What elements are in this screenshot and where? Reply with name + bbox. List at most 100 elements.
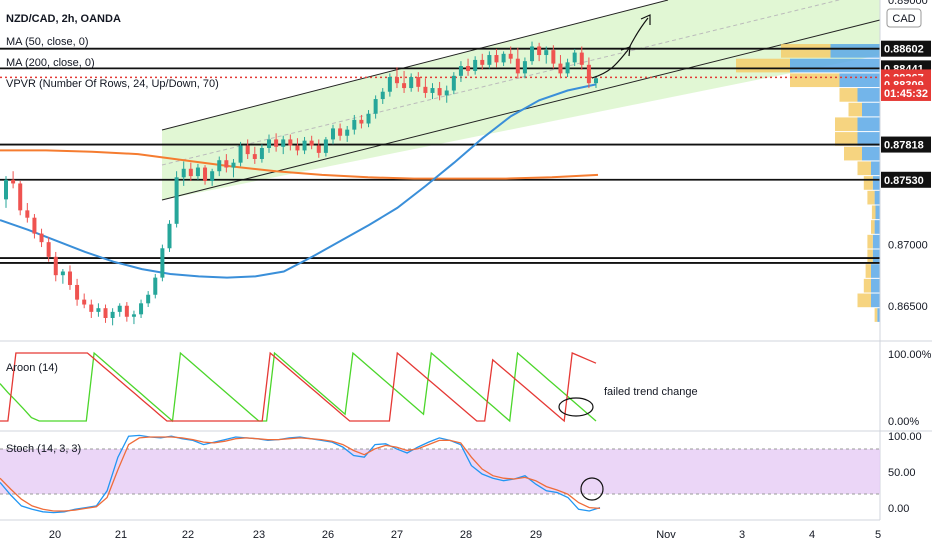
candle <box>245 139 250 159</box>
arrowhead-2 <box>640 14 651 25</box>
vp-row-up <box>872 249 880 264</box>
stoch-d-line <box>0 436 601 512</box>
symbol-title[interactable]: NZD/CAD, 2h, OANDA <box>6 13 121 25</box>
vp-row-down <box>863 278 871 293</box>
vp-row-down <box>857 161 871 176</box>
candle <box>146 291 151 307</box>
candle <box>295 138 300 156</box>
vp-row-down <box>736 58 790 73</box>
candle <box>409 73 414 92</box>
time-tick: 23 <box>253 529 265 541</box>
upper-channel-fill <box>162 0 880 200</box>
vp-row-down <box>867 190 875 205</box>
price-tag: 01:45:32 <box>881 84 931 101</box>
vp-row-down <box>867 249 873 264</box>
svg-text:01:45:32: 01:45:32 <box>884 88 928 100</box>
price-pane[interactable] <box>0 0 881 326</box>
vp-row-up <box>871 264 880 278</box>
candle <box>458 61 463 82</box>
time-tick: 5 <box>875 529 881 541</box>
indicator-ma50-label[interactable]: MA (50, close, 0) <box>6 36 89 48</box>
projection-arrow-2 <box>627 17 649 51</box>
stoch-tick-100: 100.00 <box>888 431 922 443</box>
time-axis-ticks: 20 21 22 23 26 27 28 29 Nov 3 4 5 <box>49 529 881 541</box>
vp-row-down <box>871 205 876 220</box>
vp-row-down <box>781 44 831 58</box>
candle <box>195 163 200 180</box>
stoch-title[interactable]: Stoch (14, 3, 3) <box>6 443 81 455</box>
svg-text:0.87530: 0.87530 <box>884 175 924 187</box>
candle <box>572 48 577 67</box>
vp-row-down <box>871 220 875 234</box>
candle <box>103 304 108 323</box>
candle <box>153 273 158 299</box>
candle <box>210 168 215 186</box>
aroon-circle-annotation <box>558 397 594 417</box>
vp-row-up <box>790 58 880 73</box>
candle <box>594 75 598 89</box>
time-tick: 4 <box>809 529 815 541</box>
candle <box>252 146 257 164</box>
vp-row-down <box>857 293 871 308</box>
candle <box>508 46 513 64</box>
vp-row-up <box>830 44 880 58</box>
currency-badge[interactable] <box>886 8 922 28</box>
channel-top-line <box>161 0 669 131</box>
candle <box>82 293 87 309</box>
price-tick: 0.89000 <box>888 0 928 7</box>
vp-row-down <box>863 176 873 190</box>
candle <box>131 310 136 325</box>
candle <box>551 45 556 69</box>
vp-row-up <box>872 176 880 190</box>
time-tick: 3 <box>739 529 745 541</box>
vp-row-up <box>877 308 880 322</box>
ma200-line <box>0 149 599 180</box>
candle <box>323 136 328 157</box>
time-tick: 28 <box>460 529 472 541</box>
aroon-tick-100: 100.00% <box>888 349 932 361</box>
stoch-circle-annotation <box>580 477 604 501</box>
candle <box>167 220 172 252</box>
candle <box>444 85 449 103</box>
candle <box>224 154 229 173</box>
vp-row-down <box>835 117 858 132</box>
stoch-k-line <box>0 434 601 514</box>
candle <box>32 214 37 239</box>
candle <box>274 133 279 152</box>
candle <box>544 46 549 64</box>
vp-row-up <box>862 146 880 161</box>
candle <box>160 244 165 282</box>
price-tag: 0.87530 <box>881 171 931 188</box>
candle <box>579 46 584 70</box>
price-axis-ticks: 0.89000 0.87000 0.86500 <box>888 0 928 313</box>
vp-row-up <box>839 73 880 88</box>
candle <box>586 57 591 89</box>
vp-row-down <box>839 88 858 102</box>
candle <box>494 48 499 68</box>
candle <box>345 125 350 142</box>
vp-row-down <box>835 132 858 146</box>
currency-label: CAD <box>892 13 915 25</box>
indicator-vpvr-label[interactable]: VPVR (Number Of Rows, 24, Up/Down, 70) <box>6 78 219 90</box>
aroon-pane[interactable]: failed trend change <box>0 351 698 423</box>
indicator-ma200-label[interactable]: MA (200, close, 0) <box>6 57 95 69</box>
stoch-pane[interactable] <box>0 434 880 514</box>
candle <box>281 135 286 155</box>
aroon-title[interactable]: Aroon (14) <box>6 362 58 374</box>
candle <box>302 136 307 155</box>
candle <box>259 144 264 163</box>
candle <box>96 303 101 317</box>
vp-row-down <box>844 146 862 161</box>
candle <box>501 51 506 67</box>
vp-row-down <box>867 234 873 249</box>
vp-row-up <box>871 161 880 176</box>
vp-row-up <box>857 88 880 102</box>
stoch-tick-50: 50.00 <box>888 467 916 479</box>
candle <box>89 299 94 318</box>
candle <box>366 110 371 128</box>
candle <box>387 73 392 97</box>
candle <box>309 135 314 150</box>
time-tick: 29 <box>530 529 542 541</box>
price-tick: 0.87000 <box>888 240 928 252</box>
